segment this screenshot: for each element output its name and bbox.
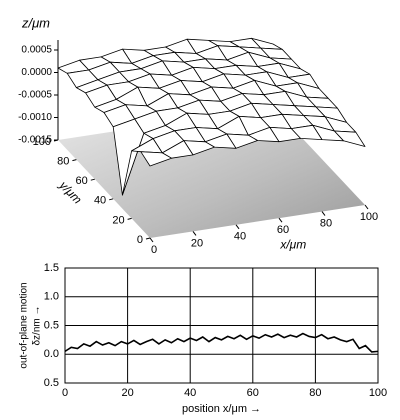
y-tick: [72, 159, 77, 162]
y-tick: [109, 198, 114, 201]
y-tick: [145, 237, 151, 240]
y-tick-label: 60: [76, 175, 88, 187]
y-axis-label: δz/nm →: [32, 305, 43, 345]
y-tick-label: 1.0: [44, 291, 59, 303]
x-tick-label: 80: [309, 387, 321, 399]
x-axis-label: x/μm: [279, 238, 306, 252]
y-axis-label: out-of-plane motion: [19, 282, 30, 368]
x-tick-label: 40: [184, 387, 196, 399]
x-axis-label: position x/μm →: [182, 403, 261, 415]
x-tick-label: 40: [234, 231, 246, 243]
z-tick-label: -0.0015: [18, 135, 52, 146]
z-axis-label: z/μm: [21, 15, 50, 30]
x-tick-label: 80: [320, 218, 332, 230]
x-tick: [364, 204, 369, 210]
x-tick: [321, 211, 326, 216]
x-tick: [192, 231, 197, 236]
y-tick-label: 20: [112, 214, 124, 226]
x-tick-label: 0: [62, 387, 68, 399]
x-tick-label: 20: [191, 237, 203, 249]
surface-cell: [140, 151, 172, 167]
y-tick: [127, 217, 132, 220]
y-tick: [53, 139, 59, 142]
x-tick-label: 0: [151, 244, 157, 256]
z-tick-label: -0.0005: [18, 90, 52, 101]
data-line: [64, 332, 379, 353]
y-tick-label: 0.5: [44, 319, 59, 331]
y-tick-label: 80: [57, 156, 69, 168]
y-tick-label: 1.5: [44, 262, 59, 274]
x-tick-label: 20: [121, 387, 133, 399]
y-tick: [90, 178, 95, 181]
x-tick-label: 60: [247, 387, 259, 399]
y-tick-label: 40: [94, 195, 106, 207]
z-tick-label: 0.0005: [21, 45, 52, 56]
x-tick-label: 60: [277, 224, 289, 236]
x-tick: [278, 217, 283, 223]
y-tick-label: 0.0: [44, 348, 59, 360]
y-tick-label: 0: [137, 234, 143, 246]
x-tick: [149, 237, 154, 243]
x-tick-label: 100: [369, 387, 387, 399]
z-tick-label: -0.0010: [18, 112, 52, 123]
y-tick-label: 100: [33, 136, 51, 148]
z-tick-label: 0.0000: [21, 67, 52, 78]
x-tick-label: 100: [360, 211, 378, 223]
x-tick: [235, 224, 240, 230]
y-tick-label: 0.5: [44, 377, 59, 389]
